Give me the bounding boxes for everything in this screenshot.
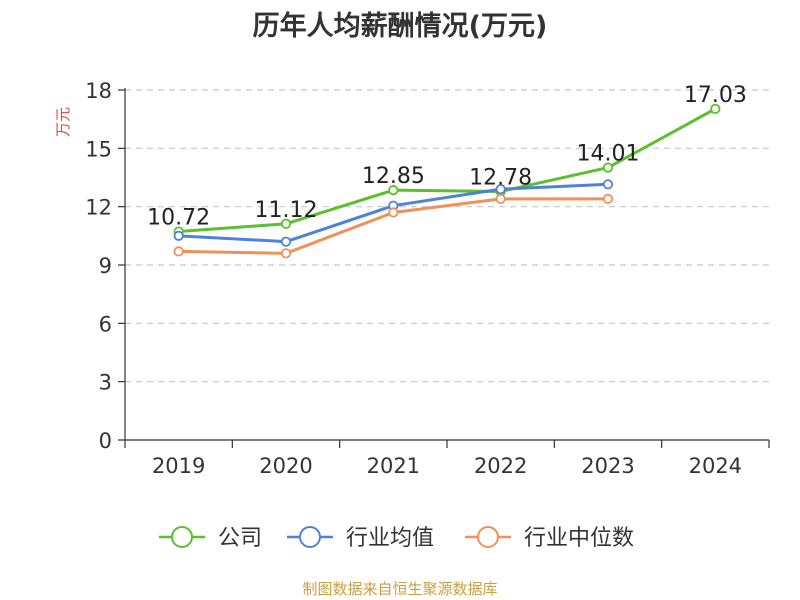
x-tick-label: 2023 [581, 454, 634, 478]
data-point [173, 230, 184, 241]
data-point [602, 193, 614, 204]
x-tick-label: 2024 [689, 454, 742, 478]
data-point [495, 184, 506, 195]
data-point [173, 246, 184, 257]
data-label: 12.78 [469, 166, 532, 191]
data-point [280, 236, 292, 247]
data-labels: 10.72 11.12 12.85 12.78 14.01 17.03 [147, 83, 747, 231]
data-point [602, 179, 614, 190]
data-label: 10.72 [147, 206, 210, 231]
y-tick-label: 0 [99, 429, 112, 453]
x-tick-label: 2019 [152, 454, 205, 478]
legend-marker [171, 526, 193, 548]
x-tick-label: 2020 [259, 454, 312, 478]
data-label: 17.03 [684, 83, 747, 108]
legend-label: 行业均值 [346, 526, 434, 551]
chart-title: 历年人均薪酬情况(万元) [252, 11, 548, 42]
legend-marker [299, 526, 321, 548]
x-tick-label: 2021 [367, 454, 420, 478]
data-label: 12.85 [362, 164, 425, 189]
data-label: 14.01 [577, 142, 640, 167]
x-tick-label: 2022 [474, 454, 527, 478]
legend-label: 公司 [218, 526, 262, 551]
data-point [388, 185, 399, 196]
y-tick-label: 9 [99, 254, 112, 278]
y-tick-label: 12 [85, 196, 112, 220]
data-point [602, 162, 614, 173]
y-tick-label: 3 [99, 371, 112, 395]
data-label: 11.12 [255, 198, 318, 223]
data-point [710, 103, 721, 114]
legend-item[interactable]: 行业中位数 [465, 526, 634, 551]
series-line [178, 107, 717, 234]
y-tick-label: 18 [85, 79, 112, 103]
legend-marker [477, 526, 499, 548]
y-tick-label: 15 [85, 137, 112, 161]
y-tick-label: 6 [99, 312, 112, 336]
data-point [280, 218, 292, 229]
data-point [388, 207, 399, 218]
source-note: 制图数据来自恒生聚源数据库 [302, 580, 498, 598]
y-axis-label: 万元 [54, 107, 72, 137]
legend-item[interactable]: 公司 [159, 526, 262, 551]
data-point [495, 193, 506, 204]
series-layer [173, 103, 721, 259]
legend[interactable]: 公司 行业均值 行业中位数 [159, 526, 634, 551]
axes: 0 3 6 9 12 15 18 2019 2020 2021 2022 2023 2024 万元 [54, 79, 770, 478]
legend-item[interactable]: 行业均值 [287, 526, 434, 551]
legend-label: 行业中位数 [524, 526, 634, 551]
data-point [280, 248, 292, 259]
